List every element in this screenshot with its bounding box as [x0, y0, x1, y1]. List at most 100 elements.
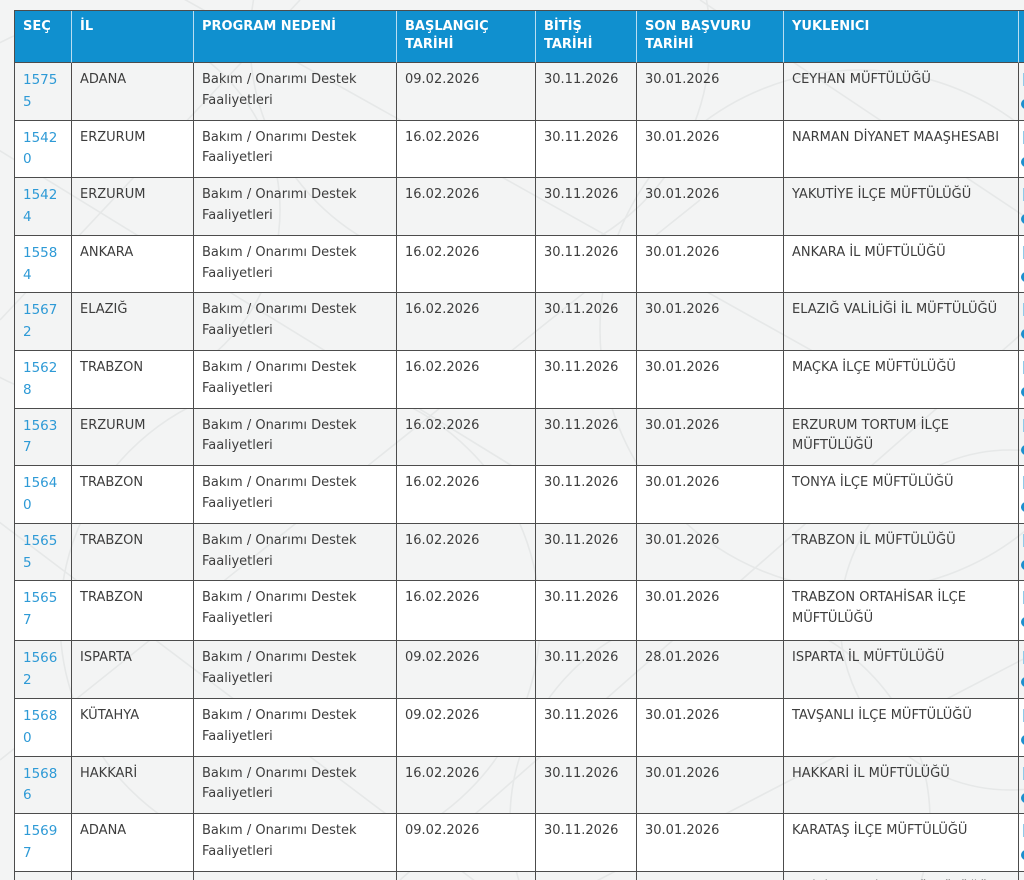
- cell-yuklenici: NARMAN DİYANET MAAŞHESABI: [783, 120, 1018, 179]
- info-dot-icon[interactable]: [1021, 329, 1024, 340]
- row-select-link[interactable]: 15424: [23, 187, 58, 225]
- cell-il: TRABZON: [71, 466, 193, 524]
- info-dot-icon[interactable]: [1021, 444, 1024, 455]
- cell-bitis: 30.11.2026: [535, 523, 636, 582]
- cell-yuklenici: HAKKARİ İL MÜFTÜLÜĞÜ: [783, 756, 1018, 815]
- table-row: 15662 ISPARTA Bakım / Onarımı Destek Faali…: [15, 641, 1024, 699]
- cell-son_basvuru: 30.01.2026: [636, 120, 783, 179]
- info-dot-icon[interactable]: [1021, 271, 1024, 282]
- info-dot-icon[interactable]: [1021, 792, 1024, 803]
- info-dot-icon[interactable]: [1021, 617, 1024, 628]
- cell-actions-clipped: [1018, 120, 1024, 179]
- row-select-link[interactable]: 15655: [23, 532, 58, 571]
- cell-il: ELAZIĞ: [71, 293, 193, 351]
- table-row: 15686 HAKKARİ Bakım / Onarımı Destek Faali…: [15, 756, 1024, 815]
- cell-yuklenici: ANKARA İL MÜFTÜLÜĞÜ: [783, 235, 1018, 294]
- cell-actions-clipped: [1018, 235, 1024, 294]
- info-dot-icon[interactable]: [1021, 214, 1024, 225]
- cell-baslangic: 16.02.2026: [396, 350, 535, 409]
- row-select-link[interactable]: 15672: [23, 302, 58, 341]
- cell-il: TRABZON: [71, 350, 193, 409]
- cell-bitis: 30.11.2026: [535, 350, 636, 409]
- row-select-link[interactable]: 15680: [23, 707, 58, 746]
- cell-program: Bakım / Onarımı Destek Faaliyetleri: [193, 178, 396, 236]
- table-container: SEÇ İL PROGRAM NEDENİ BAŞLANGIÇ TARİHİ B…: [14, 10, 1024, 880]
- cell-sec: 15584: [15, 236, 71, 294]
- cell-il: ERZURUM: [71, 178, 193, 236]
- cell-actions-clipped: [1018, 466, 1024, 524]
- cell-sec: 15420: [15, 121, 71, 179]
- table-header: SEÇ İL PROGRAM NEDENİ BAŞLANGIÇ TARİHİ B…: [15, 11, 1024, 63]
- row-select-link[interactable]: 15662: [23, 650, 58, 689]
- cell-actions-clipped: [1018, 641, 1024, 699]
- info-dot-icon[interactable]: [1021, 99, 1024, 109]
- cell-actions-clipped: [1018, 871, 1024, 880]
- cell-bitis: 30.11.2026: [535, 814, 636, 872]
- cell-baslangic: 16.02.2026: [396, 466, 535, 524]
- cell-actions-clipped: [1018, 63, 1024, 121]
- cell-il: TRABZON: [71, 523, 193, 582]
- cell-bitis: 30.11.2026: [535, 63, 636, 121]
- cell-actions-clipped: [1018, 523, 1024, 582]
- cell-baslangic: 16.02.2026: [396, 120, 535, 179]
- table-row: 15420 ERZURUM Bakım / Onarımı Destek Faali…: [15, 120, 1024, 179]
- row-select-link[interactable]: 15584: [23, 244, 58, 283]
- cell-bitis: 30.11.2026: [535, 466, 636, 524]
- row-select-link[interactable]: 15657: [23, 590, 58, 629]
- cell-program: Bakım / Onarımı Destek Faaliyetleri: [193, 235, 396, 294]
- cell-il: ISPARTA: [71, 641, 193, 699]
- table-row: 15715KAHRAMANMARAŞBakım / Onarımı Destek…: [15, 871, 1024, 880]
- cell-yuklenici: ERZURUM TORTUM İLÇE MÜFTÜLÜĞÜ: [783, 408, 1018, 467]
- row-select-link[interactable]: 15686: [23, 765, 58, 804]
- info-dot-icon[interactable]: [1021, 502, 1024, 513]
- cell-program: Bakım / Onarımı Destek Faaliyetleri: [193, 63, 396, 121]
- column-header-son-basvuru-tarihi: SON BAŞVURU TARİHİ: [636, 11, 783, 63]
- cell-son_basvuru: 30.01.2026: [636, 235, 783, 294]
- column-header-baslangic-tarihi: BAŞLANGIÇ TARİHİ: [396, 11, 535, 63]
- table-row: 15628 TRABZON Bakım / Onarımı Destek Faali…: [15, 350, 1024, 409]
- cell-baslangic: 09.02.2026: [396, 63, 535, 121]
- cell-yuklenici: TRABZON İL MÜFTÜLÜĞÜ: [783, 523, 1018, 582]
- info-dot-icon[interactable]: [1021, 559, 1024, 570]
- cell-program: Bakım / Onarımı Destek Faaliyetleri: [193, 350, 396, 409]
- cell-baslangic: 09.02.2026: [396, 814, 535, 872]
- cell-baslangic: 16.02.2026: [396, 523, 535, 582]
- row-select-link[interactable]: 15755: [23, 72, 58, 110]
- cell-sec: 15655: [15, 524, 71, 582]
- info-dot-icon[interactable]: [1021, 386, 1024, 397]
- cell-il: ADANA: [71, 63, 193, 121]
- info-dot-icon[interactable]: [1021, 156, 1024, 167]
- cell-actions-clipped: [1018, 814, 1024, 872]
- cell-sec: 15755: [15, 63, 71, 121]
- row-select-link[interactable]: 15637: [23, 417, 58, 456]
- cell-sec: 15672: [15, 293, 71, 351]
- cell-program: Bakım / Onarımı Destek Faaliyetleri: [193, 756, 396, 815]
- cell-program: Bakım / Onarımı Destek Faaliyetleri: [193, 871, 396, 880]
- cell-program: Bakım / Onarımı Destek Faaliyetleri: [193, 408, 396, 467]
- cell-baslangic: 09.02.2026: [396, 871, 535, 880]
- programs-table: SEÇ İL PROGRAM NEDENİ BAŞLANGIÇ TARİHİ B…: [14, 10, 1024, 880]
- table-row: 15584 ANKARA Bakım / Onarımı Destek Faaliy…: [15, 235, 1024, 294]
- row-select-link[interactable]: 15640: [23, 475, 58, 513]
- header-row: SEÇ İL PROGRAM NEDENİ BAŞLANGIÇ TARİHİ B…: [15, 11, 1024, 63]
- cell-sec: 15715: [15, 872, 71, 880]
- info-dot-icon[interactable]: [1021, 850, 1024, 861]
- row-select-link[interactable]: 15628: [23, 359, 58, 398]
- cell-baslangic: 09.02.2026: [396, 641, 535, 699]
- cell-son_basvuru: 30.01.2026: [636, 408, 783, 467]
- cell-sec: 15640: [15, 466, 71, 524]
- cell-program: Bakım / Onarımı Destek Faaliyetleri: [193, 641, 396, 699]
- cell-actions-clipped: [1018, 581, 1024, 642]
- cell-actions-clipped: [1018, 408, 1024, 467]
- cell-son_basvuru: 30.01.2026: [636, 523, 783, 582]
- table-row: 15697 ADANA Bakım / Onarımı Destek Faaliye…: [15, 814, 1024, 872]
- table-row: 15424 ERZURUM Bakım / Onarımı Destek Faali…: [15, 178, 1024, 236]
- row-select-link[interactable]: 15697: [23, 823, 58, 861]
- cell-yuklenici: TONYA İLÇE MÜFTÜLÜĞÜ: [783, 466, 1018, 524]
- cell-actions-clipped: [1018, 350, 1024, 409]
- row-select-link[interactable]: 15420: [23, 129, 58, 168]
- info-dot-icon[interactable]: [1021, 677, 1024, 688]
- info-dot-icon[interactable]: [1021, 734, 1024, 745]
- cell-sec: 15686: [15, 757, 71, 815]
